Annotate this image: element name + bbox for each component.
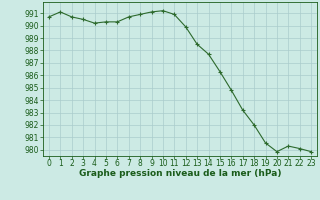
X-axis label: Graphe pression niveau de la mer (hPa): Graphe pression niveau de la mer (hPa)	[79, 169, 281, 178]
